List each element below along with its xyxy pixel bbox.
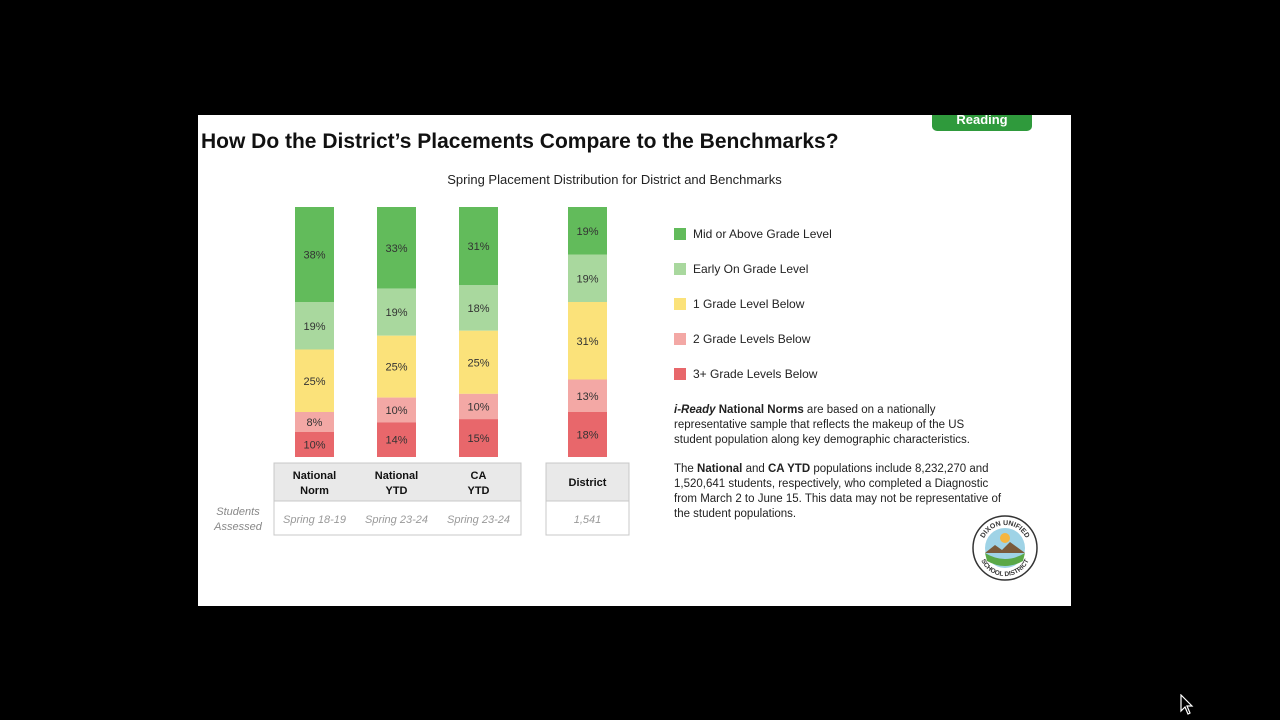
data-label: 25% [385, 362, 407, 374]
note-text: i-Ready [674, 404, 716, 416]
chart-subtitle: Spring Placement Distribution for Distri… [447, 172, 782, 187]
bar-segment [459, 419, 498, 457]
legend-label: Early On Grade Level [693, 262, 809, 276]
data-label: 18% [467, 303, 489, 315]
legend-label: 3+ Grade Levels Below [693, 367, 818, 381]
data-label: 10% [385, 405, 407, 417]
data-label: 19% [303, 321, 325, 333]
table-header-bg [273, 462, 522, 502]
note-text: are based on a nationally representative… [674, 404, 970, 446]
category-label: National [293, 470, 336, 482]
category-label: National [375, 470, 418, 482]
bar-segment [295, 349, 334, 412]
data-label: 25% [303, 376, 325, 388]
students-assessed-value: Spring 23-24 [365, 514, 428, 526]
data-label: 31% [576, 336, 598, 348]
category-label: YTD [386, 485, 408, 497]
students-assessed-label: Assessed [213, 521, 263, 533]
category-label: YTD [468, 485, 490, 497]
data-label: 19% [385, 307, 407, 319]
bar-segment [377, 207, 416, 289]
data-label: 33% [385, 243, 407, 255]
note-text: National [697, 463, 743, 475]
table-body-bg [273, 500, 522, 536]
slide: Reading How Do the District’s Placements… [198, 115, 1071, 606]
legend-swatch [674, 298, 686, 310]
note-text: The [674, 463, 698, 475]
bar-segment [459, 393, 498, 420]
note-text: CA YTD [767, 463, 811, 475]
legend-label: Mid or Above Grade Level [693, 227, 832, 241]
bar-segment [295, 207, 334, 302]
bar-segment [568, 302, 607, 380]
data-label: 14% [385, 435, 407, 447]
data-label: 31% [467, 241, 489, 253]
note-text: and [742, 463, 768, 475]
students-assessed-value: Spring 23-24 [447, 514, 510, 526]
data-label: 25% [467, 357, 489, 369]
reading-tag: Reading [932, 115, 1032, 131]
data-label: 8% [307, 417, 323, 429]
bar-segment [377, 422, 416, 457]
mouse-cursor-icon [1180, 694, 1194, 715]
bar-segment [459, 285, 498, 331]
data-label: 38% [303, 250, 325, 262]
district-logo: DIXON UNIFIED SCHOOL DISTRICT [972, 515, 1038, 581]
bar-segment [295, 412, 334, 432]
data-label: 19% [576, 273, 598, 285]
table-body-bg [545, 500, 630, 536]
bar-segment [568, 207, 607, 255]
students-assessed-value: 1,541 [574, 514, 602, 526]
data-label: 13% [576, 391, 598, 403]
bar-segment [568, 379, 607, 412]
bar-segment [295, 302, 334, 350]
students-assessed-label: Students [216, 506, 260, 518]
bar-segment [377, 397, 416, 423]
legend-label: 1 Grade Level Below [693, 297, 805, 311]
norms-note: i-Ready National Norms are based on a na… [674, 403, 1004, 448]
note-text: populations include 8,232,270 and 1,520,… [674, 463, 1002, 520]
legend-swatch [674, 228, 686, 240]
legend-swatch [674, 333, 686, 345]
data-label: 10% [467, 401, 489, 413]
slide-title: How Do the District’s Placements Compare… [201, 130, 839, 153]
students-assessed-value: Spring 18-19 [283, 514, 346, 526]
note-text: National Norms [715, 404, 804, 416]
table-header-bg [545, 462, 630, 502]
legend-swatch [674, 263, 686, 275]
bar-segment [459, 207, 498, 286]
population-note: The National and CA YTD populations incl… [674, 462, 1004, 522]
legend-label: 2 Grade Levels Below [693, 332, 811, 346]
bar-segment [459, 330, 498, 394]
bar-segment [295, 432, 334, 457]
bar-segment [568, 412, 607, 457]
data-label: 15% [467, 433, 489, 445]
data-label: 18% [576, 430, 598, 442]
data-label: 19% [576, 226, 598, 238]
data-label: 10% [303, 440, 325, 452]
category-label: CA [471, 470, 487, 482]
category-label: District [569, 477, 607, 489]
bar-segment [377, 335, 416, 398]
bar-segment [568, 254, 607, 302]
stacked-bar-chart: 38% 19% 25% 8% 10% 33% 19% 25% 10% 14% 31% 18% 25% 10… [213, 207, 630, 536]
bar-segment [377, 288, 416, 336]
legend-swatch [674, 368, 686, 380]
category-label: Norm [300, 485, 329, 497]
